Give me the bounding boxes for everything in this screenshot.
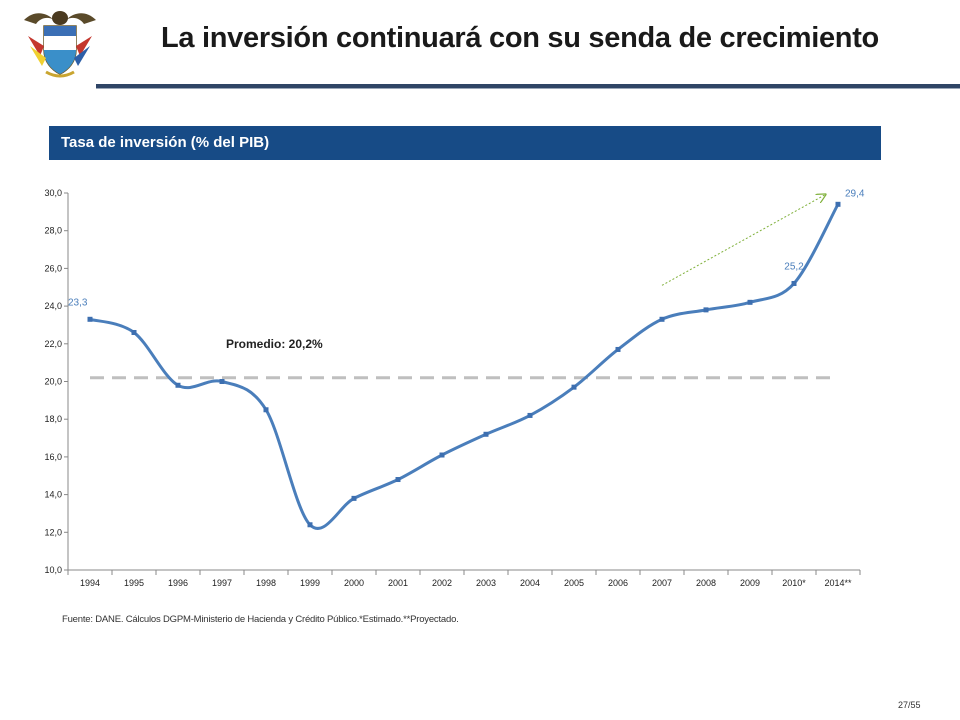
data-point (527, 412, 533, 418)
x-tick-label: 1995 (124, 578, 144, 588)
data-point (351, 495, 357, 501)
y-tick-label: 22,0 (44, 339, 62, 349)
section-label: Tasa de inversión (% del PIB) (61, 134, 270, 151)
data-point (219, 379, 225, 384)
title-divider (96, 84, 960, 88)
x-tick-label: 2001 (388, 578, 408, 588)
data-point (395, 477, 401, 483)
data-label: 29,4 (845, 188, 865, 199)
title-divider-thin (96, 88, 960, 89)
data-point (703, 307, 709, 313)
page-number: 27/55 (898, 700, 921, 710)
y-tick-label: 14,0 (44, 490, 62, 500)
x-tick-label: 1997 (212, 578, 232, 588)
data-point (659, 316, 665, 322)
x-tick-label: 2008 (696, 578, 716, 588)
data-point (131, 329, 137, 335)
x-tick-label: 1998 (256, 578, 276, 588)
data-point (747, 299, 753, 305)
x-tick-label: 1996 (168, 578, 188, 588)
data-point (87, 316, 93, 322)
x-tick-label: 2007 (652, 578, 672, 588)
y-tick-label: 18,0 (44, 414, 62, 424)
data-label: 23,3 (68, 297, 88, 308)
x-tick-label: 1994 (80, 578, 100, 588)
y-tick-label: 20,0 (44, 377, 62, 387)
data-point (483, 431, 489, 437)
x-tick-label: 2003 (476, 578, 496, 588)
x-tick-label: 2006 (608, 578, 628, 588)
x-tick-label: 2000 (344, 578, 364, 588)
x-tick-label: 2004 (520, 578, 540, 588)
x-tick-label: 2014** (824, 578, 852, 588)
x-tick-label: 2005 (564, 578, 584, 588)
y-tick-label: 26,0 (44, 263, 62, 273)
x-tick-label: 2009 (740, 578, 760, 588)
data-point (615, 346, 621, 352)
y-tick-label: 10,0 (44, 565, 62, 575)
data-point (835, 201, 841, 207)
x-tick-label: 2010* (782, 578, 806, 588)
y-tick-label: 12,0 (44, 527, 62, 537)
average-label: Promedio: 20,2% (226, 337, 323, 351)
data-point (263, 407, 269, 413)
data-label: 25,2 (784, 261, 804, 272)
y-tick-label: 28,0 (44, 226, 62, 236)
x-tick-label: 1999 (300, 578, 320, 588)
data-point (307, 522, 313, 528)
data-point (571, 384, 577, 390)
trend-arrow (661, 195, 825, 286)
series-line (89, 203, 840, 530)
data-point (439, 452, 445, 458)
x-tick-label: 2002 (432, 578, 452, 588)
data-point (791, 280, 797, 286)
source-note: Fuente: DANE. Cálculos DGPM-Ministerio d… (62, 614, 459, 625)
y-tick-label: 30,0 (44, 188, 62, 198)
y-tick-label: 16,0 (44, 452, 62, 462)
section-banner: Tasa de inversión (% del PIB) (49, 126, 881, 160)
slide-title: La inversión continuará con su senda de … (161, 22, 879, 54)
data-point (175, 382, 181, 388)
colombia-coat-of-arms-logo (24, 11, 96, 78)
y-tick-label: 24,0 (44, 301, 62, 311)
